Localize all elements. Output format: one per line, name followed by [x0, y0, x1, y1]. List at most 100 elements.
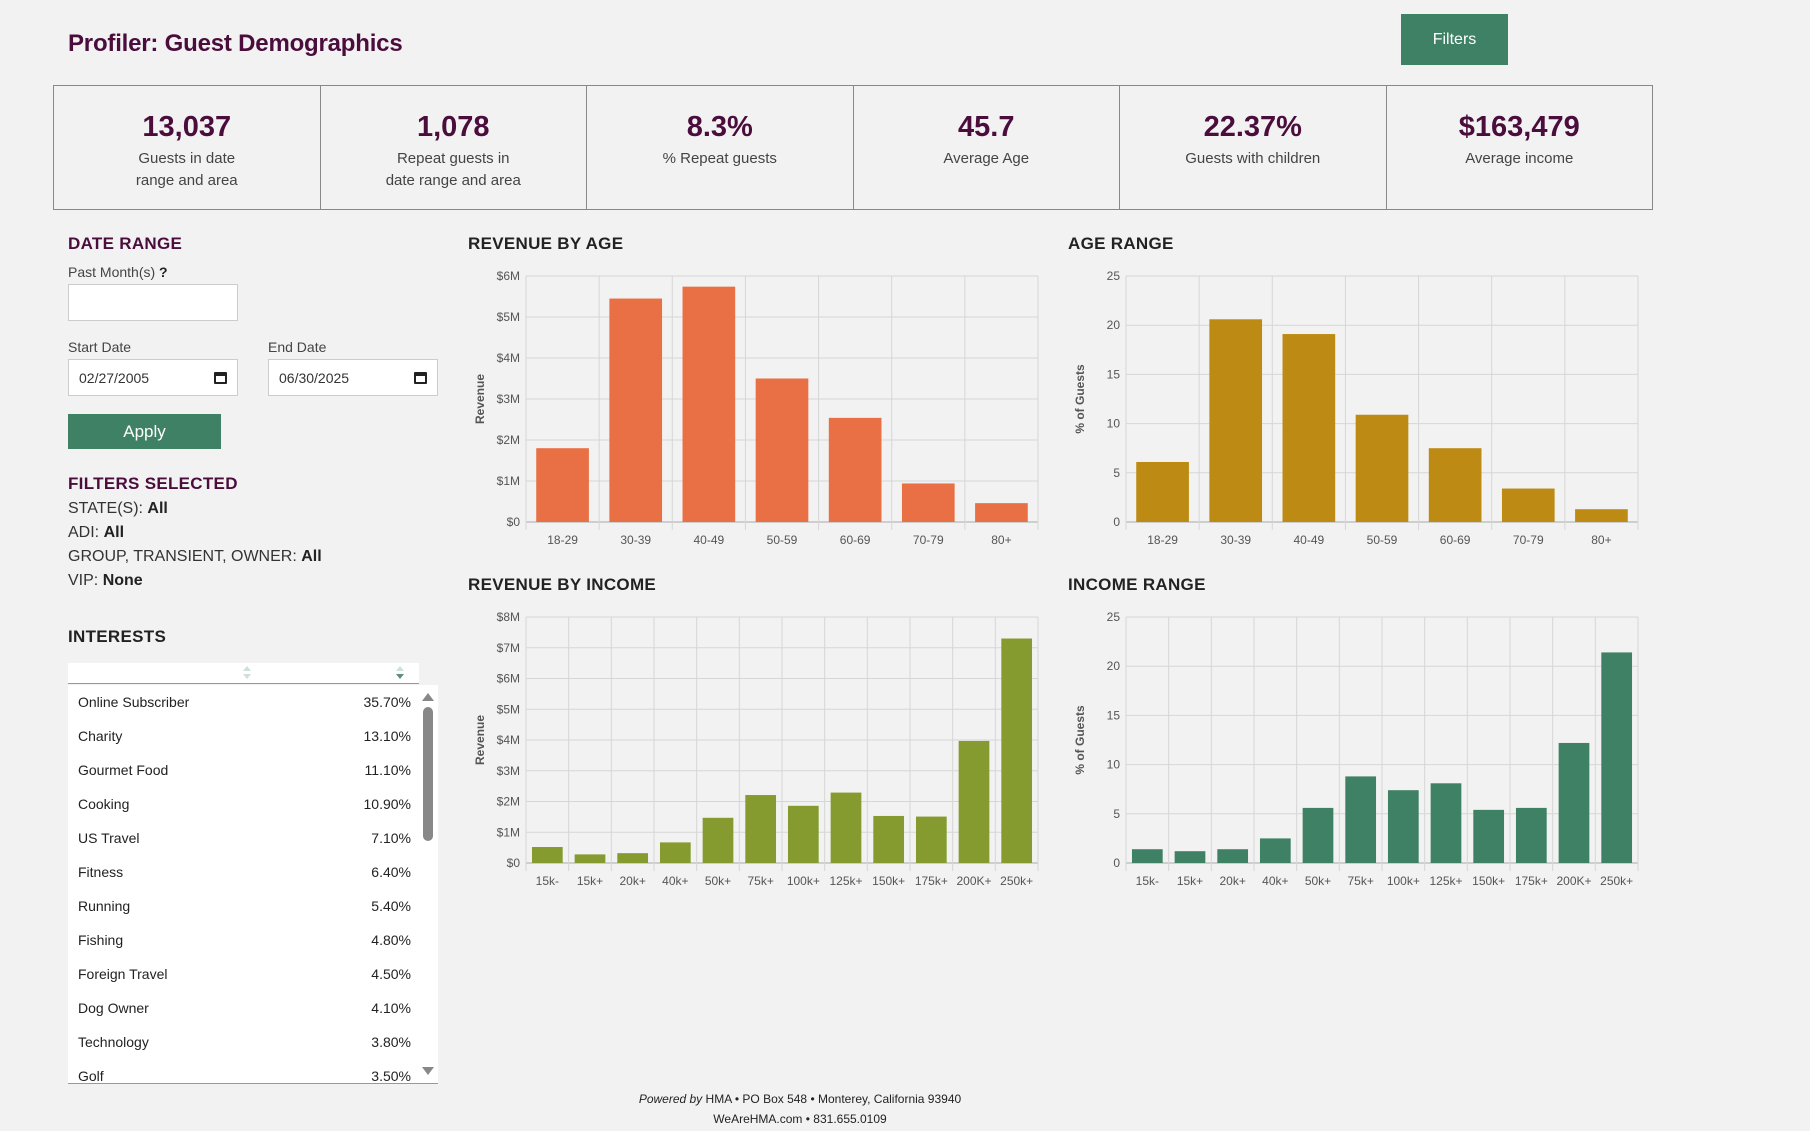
x-tick-label: 40-49 — [694, 533, 725, 547]
apply-button[interactable]: Apply — [68, 414, 221, 449]
interest-pct: 4.50% — [371, 966, 411, 982]
bar-200K+ — [1558, 742, 1590, 863]
sort-pct-icon[interactable] — [396, 666, 404, 680]
interest-row[interactable]: Fitness 6.40% — [68, 855, 438, 889]
interests-table[interactable]: Online Subscriber 35.70% Charity 13.10% Gour… — [68, 685, 438, 1084]
bar-75k+ — [1345, 776, 1377, 863]
interest-name: Golf — [78, 1068, 104, 1084]
x-tick-label: 150k+ — [1472, 874, 1505, 888]
chart-revenue-by-age: REVENUE BY AGE $0 $1M $2M $3M $4M $5M $6M 18-29… — [468, 234, 1068, 554]
footer-line-2: WeAreHMA.com • 831.655.0109 — [713, 1112, 887, 1126]
filter-label: ADI: — [68, 524, 100, 541]
chart-revenue-by-income: REVENUE BY INCOME $0 $1M $2M $3M $4M $5M $6M $7… — [468, 575, 1068, 895]
x-tick-label: 40-49 — [1294, 533, 1325, 547]
x-tick-label: 80+ — [1591, 533, 1611, 547]
x-tick-label: 150k+ — [872, 874, 905, 888]
calendar-icon[interactable] — [414, 371, 427, 384]
y-tick-label: $1M — [497, 474, 520, 488]
interest-name: US Travel — [78, 830, 140, 846]
sort-name-icon[interactable] — [243, 666, 251, 680]
scroll-up-arrow-icon[interactable] — [422, 693, 434, 701]
start-date-input[interactable]: 02/27/2005 — [68, 359, 238, 396]
filters-list: STATE(S): All ADI: All GROUP, TRANSIENT,… — [68, 500, 448, 590]
bar-125k+ — [1430, 783, 1462, 863]
interest-row[interactable]: Technology 3.80% — [68, 1025, 438, 1059]
y-tick-label: $5M — [497, 702, 520, 716]
kpi-label: Repeat guests in date range and area — [385, 149, 521, 189]
bar-150k+ — [873, 815, 905, 863]
filters-button[interactable]: Filters — [1401, 14, 1508, 65]
y-tick-label: 10 — [1107, 417, 1121, 431]
y-axis-label: Revenue — [473, 715, 487, 765]
x-tick-label: 18-29 — [547, 533, 578, 547]
footer: Powered by HMA • PO Box 548 • Monterey, … — [0, 1089, 1600, 1129]
kpi-label: Average income — [1465, 149, 1574, 167]
scroll-down-arrow-icon[interactable] — [422, 1067, 434, 1075]
kpi-value: $163,479 — [1458, 111, 1580, 143]
bar-100k+ — [787, 805, 819, 863]
y-tick-label: $0 — [507, 856, 521, 870]
y-tick-label: $6M — [497, 672, 520, 686]
y-tick-label: $5M — [497, 310, 520, 324]
calendar-icon[interactable] — [214, 371, 227, 384]
kpi-repeat-pct: 8.3% % Repeat guests — [587, 86, 854, 209]
bar-18-29 — [536, 448, 589, 522]
interest-row[interactable]: Golf 3.50% — [68, 1059, 438, 1084]
chart-title: INCOME RANGE — [1068, 575, 1206, 594]
y-axis-label: % of Guests — [1073, 705, 1087, 775]
x-tick-label: 15k+ — [1177, 874, 1203, 888]
kpi-value: 8.3% — [686, 111, 753, 143]
x-tick-label: 250k+ — [1600, 874, 1633, 888]
interest-row[interactable]: Online Subscriber 35.70% — [68, 685, 438, 719]
revenue-by-income-svg: $0 $1M $2M $3M $4M $5M $6M $7M $8M 15k- 15k+ 20k+ 40… — [473, 610, 1039, 888]
help-icon[interactable]: ? — [159, 264, 168, 280]
interest-row[interactable]: Dog Owner 4.10% — [68, 991, 438, 1025]
start-date-field: Start Date 02/27/2005 — [68, 339, 238, 396]
interest-name: Fitness — [78, 864, 124, 880]
bar-40k+ — [1259, 838, 1291, 863]
interest-row[interactable]: Running 5.40% — [68, 889, 438, 923]
filter-state: STATE(S): All — [68, 500, 448, 518]
date-range-heading: DATE RANGE — [68, 234, 183, 253]
bar-20k+ — [1217, 849, 1249, 863]
bar-30-39 — [609, 298, 663, 522]
x-tick-label: 20k+ — [1219, 874, 1245, 888]
end-date-label: End Date — [268, 339, 327, 355]
end-date-input[interactable]: 06/30/2025 — [268, 359, 438, 396]
interest-pct: 7.10% — [371, 830, 411, 846]
powered-by: Powered by — [638, 1092, 703, 1106]
footer-line-1: Powered by HMA • PO Box 548 • Monterey, … — [0, 1089, 1600, 1109]
bar-60-69 — [828, 417, 882, 522]
interest-row[interactable]: Fishing 4.80% — [68, 923, 438, 957]
interest-row[interactable]: Charity 13.10% — [68, 719, 438, 753]
y-axis-label: Revenue — [473, 374, 487, 424]
filter-value: All — [301, 548, 322, 565]
chart-age-range: AGE RANGE 0 5 10 15 20 25 18-29 30-39 40-49 50-59… — [1068, 234, 1668, 554]
y-tick-label: $1M — [497, 825, 520, 839]
y-tick-label: 5 — [1113, 466, 1120, 480]
interest-row[interactable]: Gourmet Food 11.10% — [68, 753, 438, 787]
interest-row[interactable]: Foreign Travel 4.50% — [68, 957, 438, 991]
interest-pct: 3.80% — [371, 1034, 411, 1050]
age-range-svg: 0 5 10 15 20 25 18-29 30-39 40-49 50-59 60-69 70-79… — [1073, 269, 1639, 547]
x-tick-label: 100k+ — [787, 874, 820, 888]
interest-row[interactable]: US Travel 7.10% — [68, 821, 438, 855]
bar-80+ — [1575, 509, 1628, 522]
interest-pct: 3.50% — [371, 1068, 411, 1084]
chart-title: AGE RANGE — [1068, 234, 1174, 253]
income-range-svg: 0 5 10 15 20 25 15k- 15k+ 20k+ 40k+ 50k+ 75k+ 100k+ 1… — [1073, 610, 1639, 888]
interest-row[interactable]: Cooking 10.90% — [68, 787, 438, 821]
x-tick-label: 15k- — [536, 874, 559, 888]
kpi-value: 1,078 — [416, 111, 490, 143]
filter-group: GROUP, TRANSIENT, OWNER: All — [68, 548, 448, 566]
bar-18-29 — [1136, 461, 1189, 522]
end-date-field: End Date 06/30/2025 — [268, 339, 438, 396]
x-tick-label: 30-39 — [620, 533, 651, 547]
kpi-row: 13,037 Guests in date range and area 1,0… — [53, 85, 1653, 210]
y-tick-label: $0 — [507, 515, 521, 529]
bar-15k- — [1131, 849, 1163, 863]
bar-50-59 — [755, 378, 809, 522]
scrollbar-thumb[interactable] — [423, 707, 433, 841]
interest-pct: 35.70% — [363, 694, 411, 710]
past-months-input[interactable] — [68, 284, 238, 321]
